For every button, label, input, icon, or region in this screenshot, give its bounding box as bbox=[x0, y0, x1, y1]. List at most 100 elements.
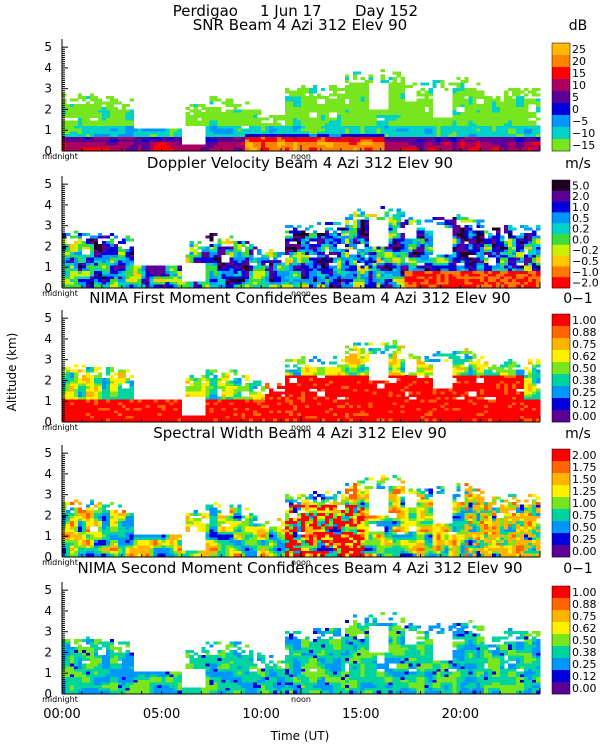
heatmap-cell bbox=[372, 276, 377, 280]
heatmap-cell bbox=[316, 128, 322, 132]
heatmap-cell bbox=[285, 246, 290, 250]
heatmap-cell bbox=[189, 114, 194, 118]
heatmap-cell bbox=[400, 278, 405, 282]
heatmap-cell bbox=[428, 262, 433, 266]
heatmap-cell bbox=[456, 224, 461, 228]
colorbar-swatch bbox=[552, 212, 570, 224]
heatmap-cell bbox=[109, 104, 115, 108]
heatmap-cell bbox=[309, 262, 314, 266]
heatmap-cell bbox=[504, 120, 509, 124]
heatmap-cell bbox=[376, 251, 381, 255]
heatmap-cell bbox=[209, 117, 214, 121]
heatmap-cell bbox=[388, 133, 393, 137]
heatmap-cell bbox=[201, 375, 206, 379]
heatmap-cell bbox=[74, 98, 79, 102]
heatmap-cell bbox=[392, 219, 397, 223]
heatmap-cell bbox=[89, 375, 95, 379]
heatmap-cell bbox=[536, 235, 541, 239]
heatmap-cell bbox=[412, 112, 417, 116]
heatmap-cell bbox=[312, 260, 318, 263]
heatmap-cell bbox=[416, 114, 421, 118]
heatmap-cell bbox=[392, 276, 397, 280]
heatmap-cell bbox=[285, 257, 290, 261]
heatmap-cell bbox=[412, 268, 417, 272]
heatmap-cell bbox=[70, 114, 75, 118]
heatmap-cell bbox=[113, 276, 119, 280]
heatmap-cell bbox=[496, 260, 501, 263]
heatmap-cell bbox=[169, 144, 174, 148]
heatmap-cell bbox=[74, 278, 79, 282]
heatmap-cell bbox=[213, 278, 218, 282]
heatmap-cell bbox=[388, 276, 393, 280]
heatmap-cell bbox=[161, 136, 166, 140]
heatmap-cell bbox=[169, 273, 174, 277]
heatmap-cell bbox=[129, 391, 134, 395]
heatmap-cell bbox=[396, 114, 401, 118]
heatmap-cell bbox=[229, 141, 234, 145]
heatmap-cell bbox=[305, 246, 310, 250]
heatmap-cell bbox=[185, 114, 190, 118]
heatmap-cell bbox=[496, 227, 501, 231]
heatmap-cell bbox=[352, 254, 358, 258]
heatmap-cell bbox=[62, 141, 67, 145]
heatmap-cell bbox=[312, 96, 318, 99]
heatmap-cell bbox=[257, 141, 262, 145]
heatmap-cell bbox=[173, 276, 178, 280]
heatmap-cell bbox=[388, 273, 393, 277]
heatmap-cell bbox=[452, 147, 457, 151]
heatmap-cell bbox=[328, 238, 334, 242]
heatmap-cell bbox=[209, 144, 214, 148]
heatmap-cell bbox=[520, 246, 525, 250]
heatmap-cell bbox=[392, 128, 397, 132]
heatmap-cell bbox=[316, 243, 322, 247]
heatmap-cell bbox=[225, 412, 230, 416]
heatmap-cell bbox=[93, 251, 99, 255]
heatmap-cell bbox=[85, 147, 91, 151]
heatmap-cell bbox=[81, 284, 87, 288]
heatmap-cell bbox=[70, 109, 75, 113]
heatmap-cell bbox=[400, 112, 405, 116]
heatmap-cell bbox=[500, 104, 505, 108]
heatmap-cell bbox=[492, 136, 497, 140]
heatmap-cell bbox=[524, 233, 529, 236]
heatmap-cell bbox=[332, 93, 338, 97]
heatmap-cell bbox=[221, 278, 226, 282]
heatmap-cell bbox=[428, 98, 433, 102]
heatmap-cell bbox=[149, 133, 154, 137]
heatmap-cell bbox=[536, 101, 541, 105]
heatmap-cell bbox=[241, 114, 246, 118]
heatmap-cell bbox=[62, 133, 67, 137]
heatmap-cell bbox=[81, 281, 87, 285]
heatmap-cell bbox=[105, 367, 111, 370]
heatmap-cell bbox=[221, 399, 226, 403]
heatmap-cell bbox=[137, 128, 142, 132]
heatmap-cell bbox=[213, 147, 218, 151]
heatmap-cell bbox=[464, 93, 469, 97]
heatmap-cell bbox=[285, 281, 290, 285]
heatmap-cell bbox=[512, 98, 517, 102]
heatmap-cell bbox=[85, 281, 91, 285]
heatmap-cell bbox=[97, 402, 103, 406]
heatmap-cell bbox=[332, 238, 338, 242]
heatmap-cell bbox=[113, 249, 119, 253]
heatmap-cell bbox=[165, 270, 170, 274]
heatmap-cell bbox=[229, 394, 234, 397]
heatmap-cell bbox=[245, 254, 250, 258]
heatmap-cell bbox=[273, 144, 278, 148]
heatmap-cell bbox=[97, 377, 103, 381]
heatmap-cell bbox=[508, 147, 513, 151]
panel-title: SNR Beam 4 Azi 312 Elev 90 bbox=[193, 16, 407, 34]
heatmap-cell bbox=[428, 278, 433, 282]
colorbar-frame bbox=[551, 179, 571, 289]
heatmap-cell bbox=[332, 230, 338, 234]
heatmap-cell bbox=[89, 125, 95, 129]
heatmap-cell bbox=[285, 109, 290, 113]
heatmap-cell bbox=[392, 114, 397, 118]
heatmap-cell bbox=[309, 249, 314, 253]
heatmap-cell bbox=[273, 128, 278, 132]
heatmap-cell bbox=[424, 254, 429, 258]
heatmap-cell bbox=[233, 104, 238, 108]
heatmap-cell bbox=[221, 375, 226, 379]
heatmap-cell bbox=[332, 123, 338, 126]
heatmap-cell bbox=[424, 96, 429, 99]
